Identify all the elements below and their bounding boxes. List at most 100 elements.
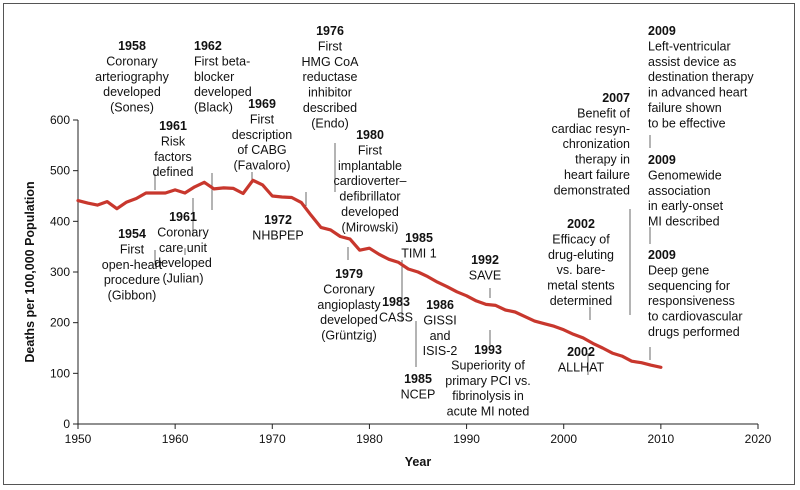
milestone-year: 2009 (648, 24, 676, 38)
milestone-text: developed (103, 85, 161, 99)
milestone-text: Coronary (157, 225, 209, 239)
milestone-text: (Sones) (110, 101, 154, 115)
milestone-text: developed (320, 313, 378, 327)
milestone-year: 1958 (118, 39, 146, 53)
x-tick-label: 1980 (356, 432, 383, 446)
y-tick-label: 600 (50, 113, 70, 127)
milestone-text: NCEP (401, 387, 436, 401)
leader-lines (154, 135, 651, 375)
x-axis-title: Year (405, 455, 432, 469)
milestone-year: 1993 (474, 343, 502, 357)
milestone-text: described (303, 101, 357, 115)
x-tick-label: 2000 (550, 432, 577, 446)
x-tick-label: 2020 (745, 432, 772, 446)
milestone-text: NHBPEP (252, 228, 303, 242)
milestone-text: defined (152, 165, 193, 179)
milestone-text: Coronary (323, 282, 375, 296)
milestone-text: SAVE (469, 268, 501, 282)
milestone-year: 1985 (404, 372, 432, 386)
milestone-text: drug-eluting (548, 248, 614, 262)
milestone-year: 2002 (567, 217, 595, 231)
milestone-text: (Mirowski) (342, 220, 399, 234)
milestone-year: 1986 (426, 298, 454, 312)
milestone-year: 1985 (405, 231, 433, 245)
milestone-text: association (648, 184, 711, 198)
milestone-year: 2002 (567, 345, 595, 359)
figure-frame (3, 3, 795, 485)
milestone-year: 1979 (335, 267, 363, 281)
ticks: 1950 1960 1970 1980 1990 2000 2010 2020 0 100 200 3… (50, 113, 772, 446)
milestone-text: care unit (159, 241, 207, 255)
milestone-text: failure shown (648, 101, 722, 115)
milestone-year: 1976 (316, 24, 344, 38)
milestone-text: ALLHAT (558, 360, 605, 374)
milestone-text: Efficacy of (552, 232, 610, 246)
x-tick-label: 2010 (648, 432, 675, 446)
milestone-text: open-heart (102, 258, 163, 272)
annotations: 1954Firstopen-heartprocedure(Gibbon)1958… (95, 24, 754, 419)
milestone-text: HMG CoA (302, 55, 360, 69)
milestone-text: Coronary (106, 54, 158, 68)
milestone-text: metal stents (547, 279, 614, 293)
milestone-text: vs. bare- (557, 263, 606, 277)
milestone-year: 2009 (648, 153, 676, 167)
milestone-year: 1983 (382, 295, 410, 309)
y-tick-label: 200 (50, 316, 70, 330)
milestone-text: assist device as (648, 55, 736, 69)
milestone-year: 1961 (159, 119, 187, 133)
y-tick-label: 300 (50, 265, 70, 279)
milestone-text: Superiority of (451, 358, 525, 372)
milestone-text: First (250, 112, 275, 126)
milestone-text: factors (154, 150, 192, 164)
milestone-text: destination therapy (648, 70, 754, 84)
milestone-year: 1992 (471, 253, 499, 267)
milestone-text: Benefit of (577, 106, 630, 120)
milestone-text: responsiveness (648, 294, 735, 308)
milestone-text: in early-onset (648, 199, 724, 213)
milestone-text: (Favaloro) (234, 159, 291, 173)
milestone-text: implantable (338, 159, 402, 173)
x-tick-label: 1960 (162, 432, 189, 446)
milestone-text: First (358, 143, 383, 157)
milestone-text: Risk (161, 134, 186, 148)
milestone-text: ISIS-2 (423, 344, 458, 358)
milestone-year: 2009 (648, 248, 676, 262)
milestone-year: 1954 (118, 227, 146, 241)
milestone-text: cardiac resyn- (552, 122, 631, 136)
milestone-text: GISSI (423, 313, 456, 327)
milestone-text: to cardiovascular (648, 310, 743, 324)
milestone-text: reductase (303, 70, 358, 84)
milestone-text: drugs performed (648, 325, 740, 339)
milestone-text: TIMI 1 (401, 246, 436, 260)
milestone-text: therapy in (575, 153, 630, 167)
milestone-year: 1972 (264, 213, 292, 227)
milestone-text: in advanced heart (648, 86, 748, 100)
milestone-text: First (120, 242, 145, 256)
milestone-text: angioplasty (317, 298, 381, 312)
y-axis-title: Deaths per 100,000 Population (23, 181, 37, 362)
x-tick-label: 1950 (65, 432, 92, 446)
milestone-year: 1969 (248, 97, 276, 111)
milestone-year: 1980 (356, 128, 384, 142)
milestone-year: 1962 (194, 39, 222, 53)
milestone-text: blocker (194, 70, 234, 84)
milestone-text: fibrinolysis in (452, 389, 524, 403)
milestone-text: description (232, 128, 292, 142)
milestone-text: determined (550, 294, 613, 308)
milestone-text: First (318, 39, 343, 53)
milestone-text: inhibitor (308, 86, 352, 100)
